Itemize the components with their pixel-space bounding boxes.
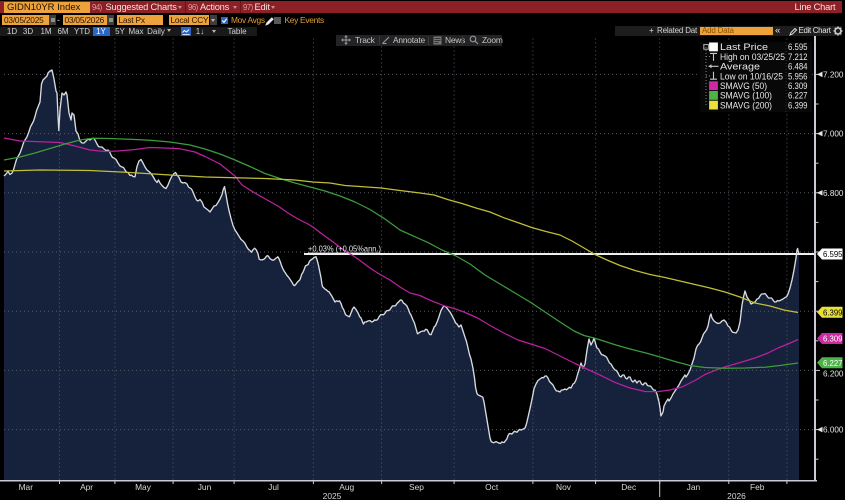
svg-text:6.227: 6.227 [823, 358, 843, 368]
svg-text:SMAVG (50): SMAVG (50) [720, 81, 767, 91]
svg-text:7.200: 7.200 [823, 69, 844, 79]
svg-text:6.595: 6.595 [823, 249, 843, 259]
svg-text:Dec: Dec [621, 482, 636, 492]
svg-text:High on 03/25/25: High on 03/25/25 [720, 52, 785, 62]
svg-text:2025: 2025 [323, 491, 342, 500]
svg-text:6.000: 6.000 [823, 425, 844, 435]
svg-text:Jan: Jan [687, 482, 701, 492]
svg-text:7.212: 7.212 [788, 52, 808, 62]
svg-text:Oct: Oct [485, 482, 499, 492]
svg-text:7.000: 7.000 [823, 129, 844, 139]
svg-text:6.800: 6.800 [823, 188, 844, 198]
svg-text:5.956: 5.956 [788, 71, 808, 81]
svg-text:May: May [135, 482, 152, 492]
svg-text:Aug: Aug [339, 482, 354, 492]
svg-text:Low on 10/16/25: Low on 10/16/25 [720, 71, 783, 81]
svg-text:Jul: Jul [268, 482, 279, 492]
svg-text:6.227: 6.227 [788, 91, 808, 101]
svg-text:SMAVG (200): SMAVG (200) [720, 100, 772, 110]
svg-text:6.484: 6.484 [788, 62, 808, 72]
svg-text:Feb: Feb [750, 482, 765, 492]
svg-text:Nov: Nov [556, 482, 572, 492]
svg-text:6.309: 6.309 [788, 81, 808, 91]
svg-text:6.595: 6.595 [788, 42, 808, 52]
svg-text:Apr: Apr [80, 482, 93, 492]
svg-text:6.309: 6.309 [823, 334, 843, 344]
svg-text:Sep: Sep [409, 482, 424, 492]
svg-text:+0.03% (+0.05%ann.): +0.03% (+0.05%ann.) [308, 245, 381, 254]
svg-text:6.399: 6.399 [788, 100, 808, 110]
svg-text:SMAVG (100): SMAVG (100) [720, 91, 772, 101]
svg-text:6.399: 6.399 [823, 308, 843, 318]
svg-text:Mar: Mar [19, 482, 34, 492]
svg-text:2026: 2026 [727, 491, 746, 500]
svg-text:Jun: Jun [198, 482, 212, 492]
svg-text:Last Price: Last Price [720, 42, 768, 52]
svg-text:Average: Average [720, 62, 760, 72]
svg-text:6.200: 6.200 [823, 368, 844, 378]
